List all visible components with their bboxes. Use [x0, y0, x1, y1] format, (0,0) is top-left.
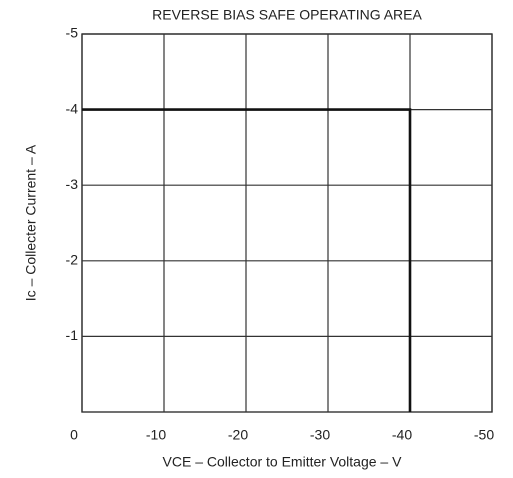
- data-line: [82, 108, 412, 412]
- y-tick-label: -3: [66, 176, 79, 192]
- x-tick-label: -20: [228, 427, 248, 443]
- y-tick-label: -1: [66, 327, 79, 343]
- y-axis-label: Ic – Collecter Current – A: [23, 144, 39, 301]
- y-tick-label: -2: [66, 252, 79, 268]
- x-axis-label: VCE – Collector to Emitter Voltage – V: [163, 454, 403, 470]
- x-tick-label: -40: [392, 427, 412, 443]
- chart-title: REVERSE BIAS SAFE OPERATING AREA: [152, 7, 422, 23]
- y-tick-label: -4: [66, 100, 79, 116]
- x-tick-label: 0: [70, 427, 78, 443]
- x-tick-label: -50: [474, 427, 494, 443]
- x-tick-label: -10: [146, 427, 166, 443]
- y-tick-label: -5: [66, 25, 79, 41]
- x-tick-label: -30: [310, 427, 330, 443]
